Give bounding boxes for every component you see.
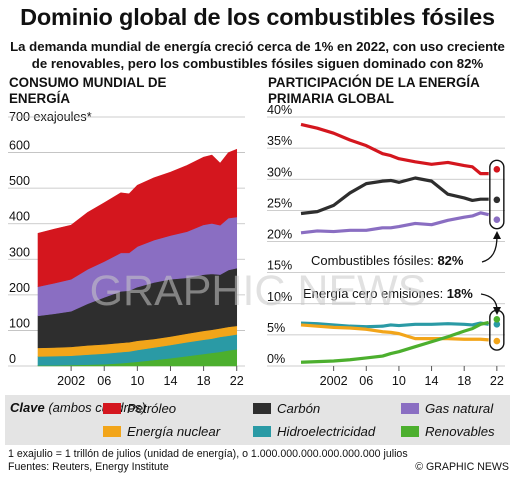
right-point-2022-renovables: [493, 316, 501, 323]
right-y-tick-label: 20%: [267, 228, 292, 242]
footnote-line-1: 1 exajulio = 1 trillón de julios (unidad…: [8, 448, 408, 460]
right-y-tick-label: 0%: [267, 352, 285, 366]
right-y-tick-label: 15%: [267, 259, 292, 273]
legend-label-renov: Renovables: [425, 424, 495, 439]
legend-swatch-hidro: [253, 426, 271, 437]
right-point-2022-hidroelectricidad: [493, 320, 501, 328]
zero-emission-share-value: 18%: [447, 286, 473, 301]
right-y-tick-label: 5%: [267, 321, 285, 335]
left-area-chart: 0 100 200 300 400 500 600 2002 06 10 14 18 22: [8, 116, 245, 388]
right-x-tick-label: 18: [457, 374, 471, 388]
right-line-renovables: [300, 320, 490, 364]
right-y-tick-label: 30%: [267, 165, 292, 179]
legend-item-petroleo: Petróleo: [103, 401, 176, 416]
page-title: Dominio global de los combustibles fósil…: [20, 4, 495, 30]
fossil-2022-highlight: [489, 159, 505, 230]
legend-key: Clave (ambos cuadros) Petróleo Carbón Ga…: [5, 395, 510, 445]
left-y-tick-label: 600: [9, 139, 30, 153]
legend-key-subtitle: (ambos cuadros): [48, 400, 146, 415]
legend-swatch-carbon: [253, 403, 271, 414]
legend-item-carbon: Carbón: [253, 401, 320, 416]
right-point-2022-gas-natural: [493, 216, 501, 224]
legend-item-nuclear: Energía nuclear: [103, 424, 220, 439]
left-x-tick-label: 06: [97, 374, 111, 388]
right-line-energia-nuclear: [300, 323, 489, 342]
legend-item-renov: Renovables: [401, 424, 495, 439]
right-point-2022-energia-nuclear: [493, 337, 501, 345]
left-y-tick-label: 300: [9, 245, 30, 259]
left-x-tick-label: 10: [130, 374, 144, 388]
right-x-tick-label: 10: [392, 374, 406, 388]
right-line-gas-natural: [300, 211, 490, 235]
legend-swatch-nuclear: [103, 426, 121, 437]
copyright: © GRAPHIC NEWS: [415, 461, 509, 473]
right-chart-title: PARTICIPACIÓN DE LA ENERGÍA PRIMARIA GLO…: [268, 75, 480, 106]
right-y-tick-label: 25%: [267, 196, 292, 210]
legend-swatch-renov: [401, 426, 419, 437]
right-line-chart: 0% 5% 10% 15% 20% 25% 30% 35% 40% Combustibles fó…: [267, 103, 505, 388]
legend-swatch-petroleo: [103, 403, 121, 414]
fossil-share-arrowhead: [493, 231, 501, 239]
graphic-news-watermark: GRAPHIC NEWS: [90, 267, 427, 315]
zero-emission-share-arrowhead: [493, 307, 501, 315]
left-x-tick-label: 2002: [57, 374, 85, 388]
right-x-tick-label: 14: [425, 374, 439, 388]
legend-label-gas: Gas natural: [425, 401, 494, 416]
left-y-tick-label: 500: [9, 174, 30, 188]
fossil-share-arrow: [481, 235, 498, 263]
right-y-tick-label: 40%: [267, 103, 292, 117]
legend-label-petroleo: Petróleo: [127, 401, 177, 416]
right-point-2022-petroleo: [493, 165, 501, 173]
right-line-petroleo: [300, 122, 489, 176]
right-x-tick-label: 2002: [320, 374, 348, 388]
left-area-petroleo: [37, 148, 238, 288]
legend-key-label: Clave (ambos cuadros): [10, 400, 146, 415]
right-point-2022-carbon: [493, 196, 501, 204]
right-line-hidroelectricidad: [300, 321, 489, 329]
fossil-share-label: Combustibles fósiles:: [311, 253, 437, 268]
left-y-tick-label: 100: [9, 316, 30, 330]
left-y-tick-label: 400: [9, 210, 30, 224]
fossil-share-annotation: Combustibles fósiles: 82%: [311, 253, 464, 268]
fossil-share-value: 82%: [437, 253, 463, 268]
left-chart-title: CONSUMO MUNDIAL DE ENERGÍA: [9, 75, 167, 106]
right-y-tick-label: 35%: [267, 134, 292, 148]
legend-item-gas: Gas natural: [401, 401, 493, 416]
zero-emission-share-annotation: Energía cero emisiones: 18%: [303, 286, 473, 301]
left-x-tick-label: 22: [230, 374, 244, 388]
footnote-sources: Fuentes: Reuters, Energy Institute: [8, 461, 169, 473]
right-line-carbon: [300, 176, 489, 216]
page-subtitle: La demanda mundial de energía creció cer…: [10, 39, 505, 71]
zero-emission-share-label: Energía cero emisiones:: [303, 286, 447, 301]
legend-swatch-gas: [401, 403, 419, 414]
right-y-tick-label: 10%: [267, 290, 292, 304]
left-y-tick-label: 200: [9, 281, 30, 295]
left-x-tick-label: 14: [163, 374, 177, 388]
legend-key-title: Clave: [10, 400, 45, 415]
legend-item-hidro: Hidroelectricidad: [253, 424, 375, 439]
legend-label-carbon: Carbón: [277, 401, 321, 416]
legend-label-nuclear: Energía nuclear: [127, 424, 221, 439]
right-x-tick-label: 06: [359, 374, 373, 388]
legend-label-hidro: Hidroelectricidad: [277, 424, 376, 439]
footnote: 1 exajulio = 1 trillón de julios (unidad…: [8, 448, 408, 474]
left-y-tick-label: 0: [9, 352, 16, 366]
left-x-tick-label: 18: [197, 374, 211, 388]
right-x-tick-label: 22: [490, 374, 504, 388]
